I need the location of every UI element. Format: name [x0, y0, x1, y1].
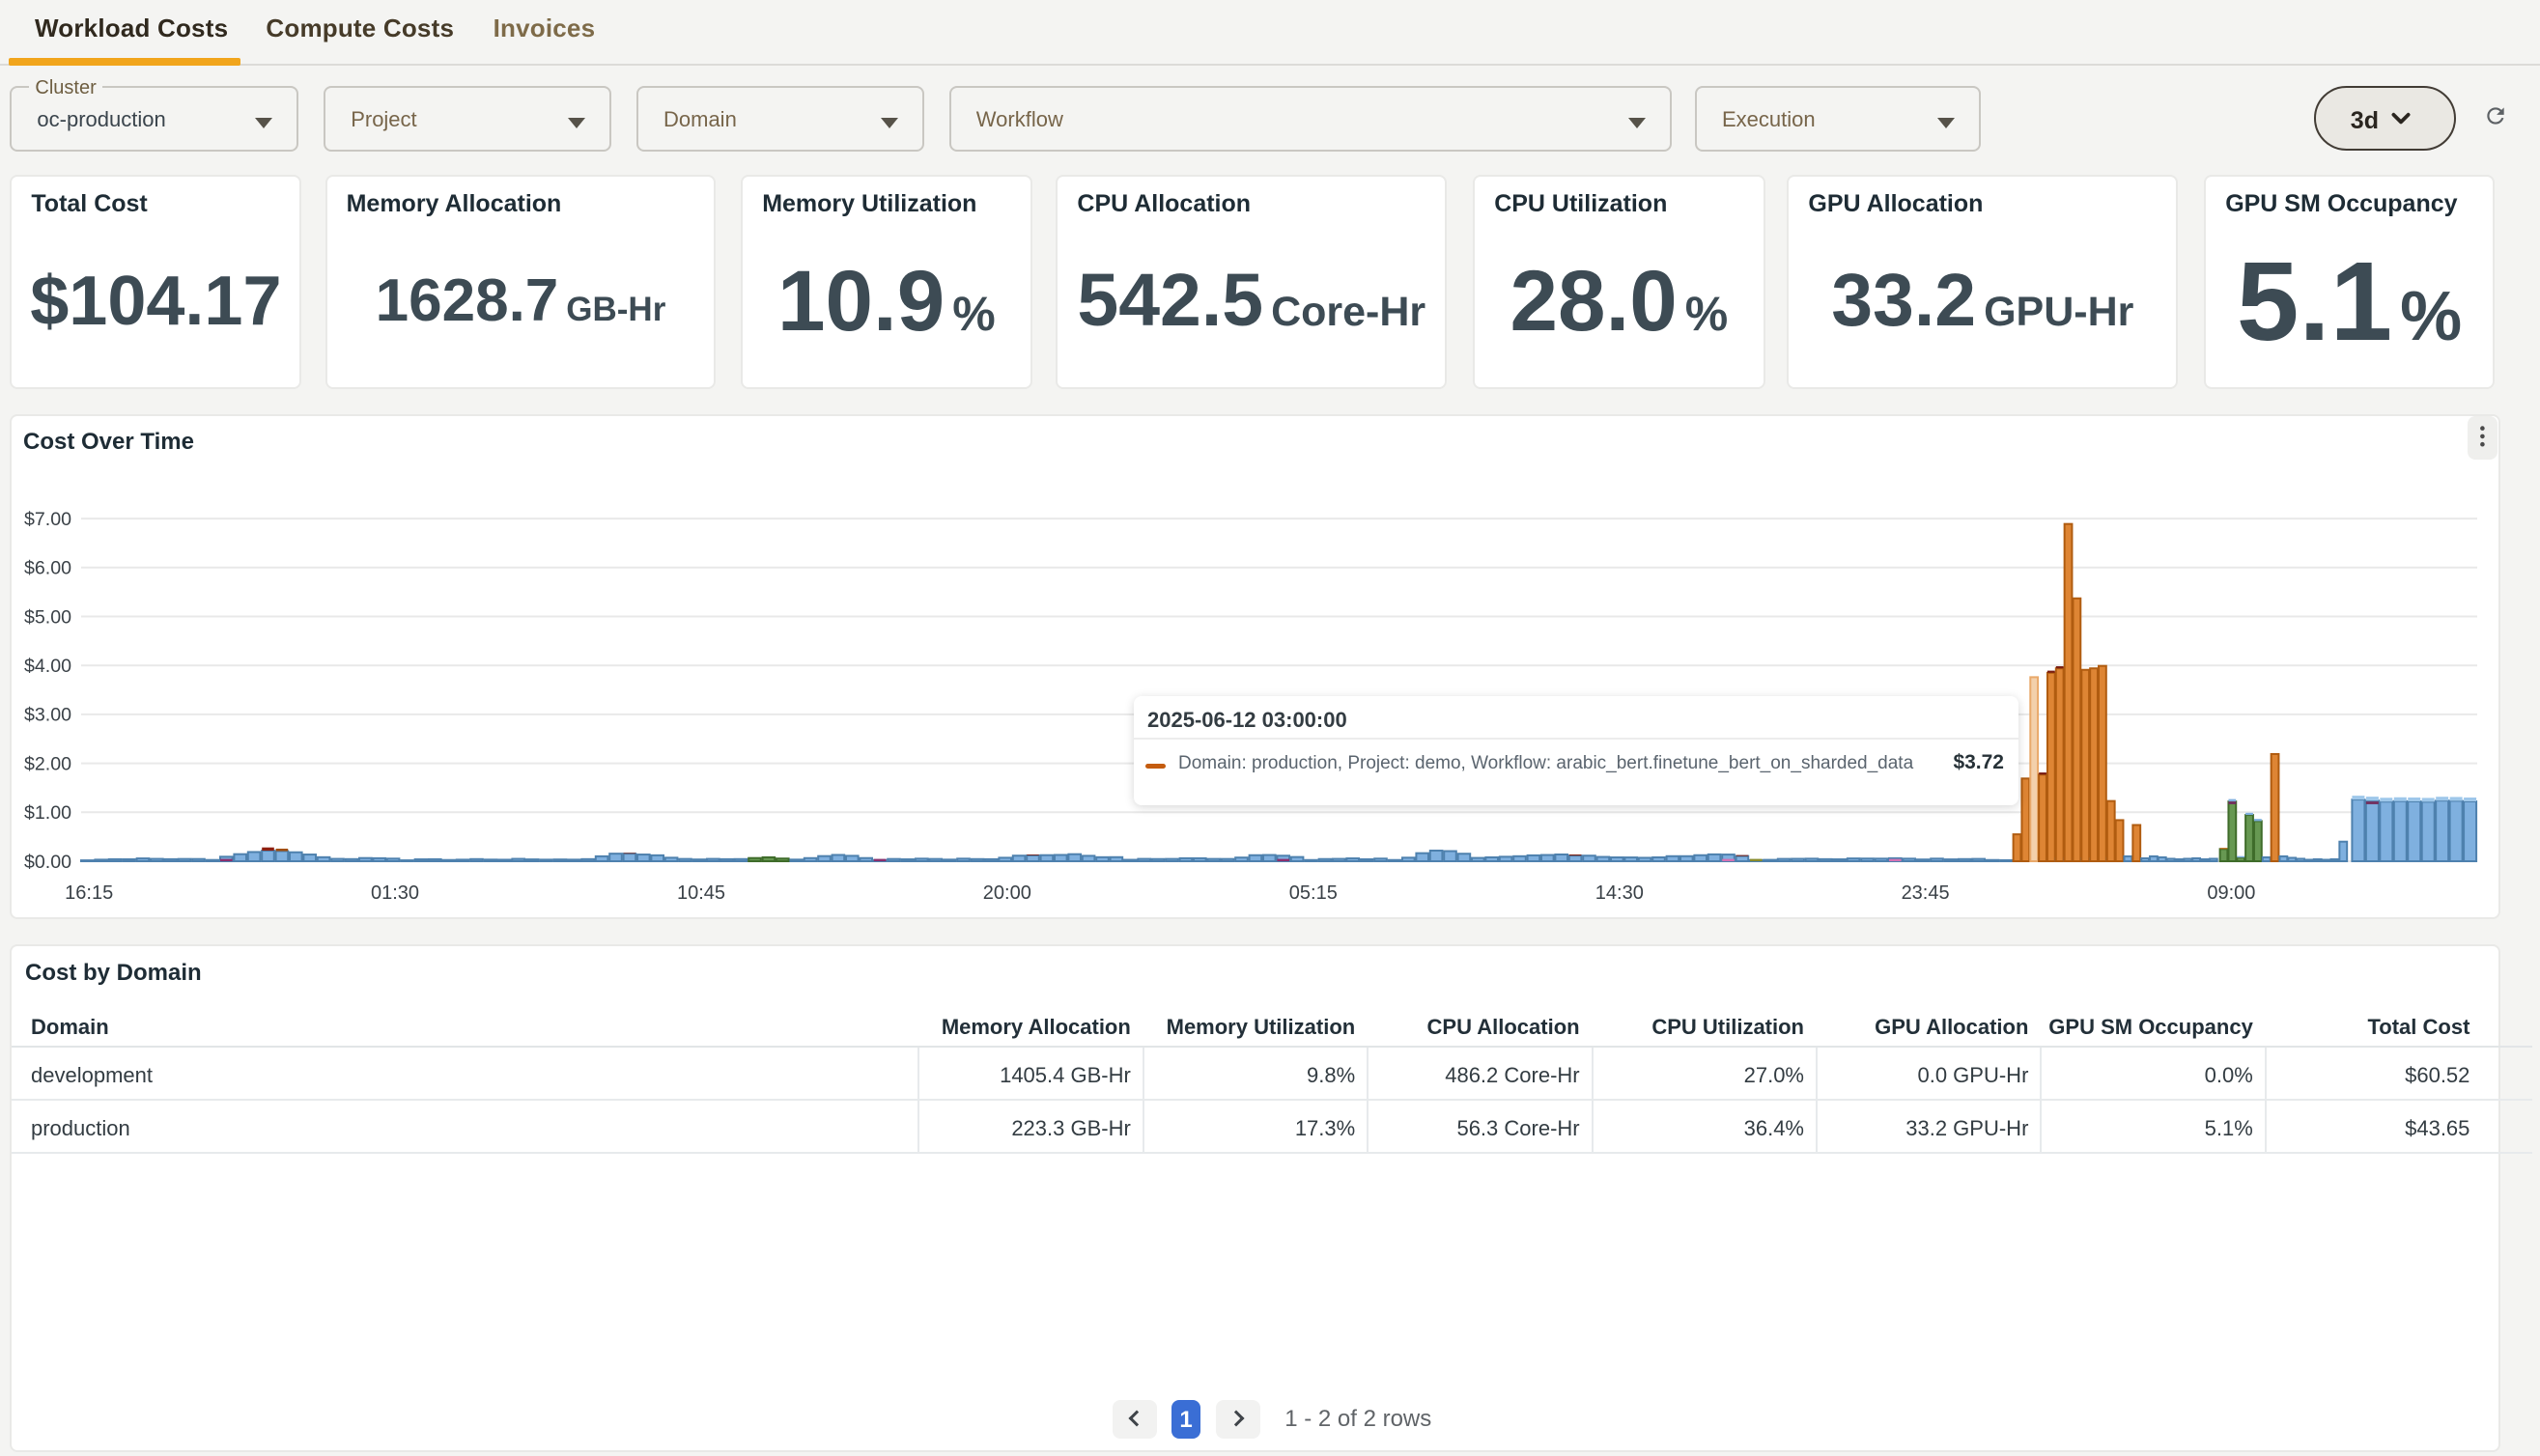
svg-text:05:15: 05:15: [1289, 882, 1338, 904]
svg-text:$2.00: $2.00: [24, 753, 71, 774]
svg-text:$5.00: $5.00: [24, 606, 71, 628]
svg-text:10:45: 10:45: [677, 882, 725, 904]
svg-text:$7.00: $7.00: [24, 509, 71, 530]
svg-text:01:30: 01:30: [371, 882, 419, 904]
svg-text:$0.00: $0.00: [24, 852, 71, 873]
svg-text:23:45: 23:45: [1902, 882, 1950, 904]
svg-text:$3.00: $3.00: [24, 705, 71, 726]
svg-text:$6.00: $6.00: [24, 558, 71, 579]
svg-text:20:00: 20:00: [983, 882, 1031, 904]
svg-text:$4.00: $4.00: [24, 656, 71, 677]
svg-text:09:00: 09:00: [2207, 882, 2255, 904]
svg-text:14:30: 14:30: [1595, 882, 1644, 904]
svg-text:16:15: 16:15: [65, 882, 113, 904]
svg-text:$1.00: $1.00: [24, 802, 71, 824]
